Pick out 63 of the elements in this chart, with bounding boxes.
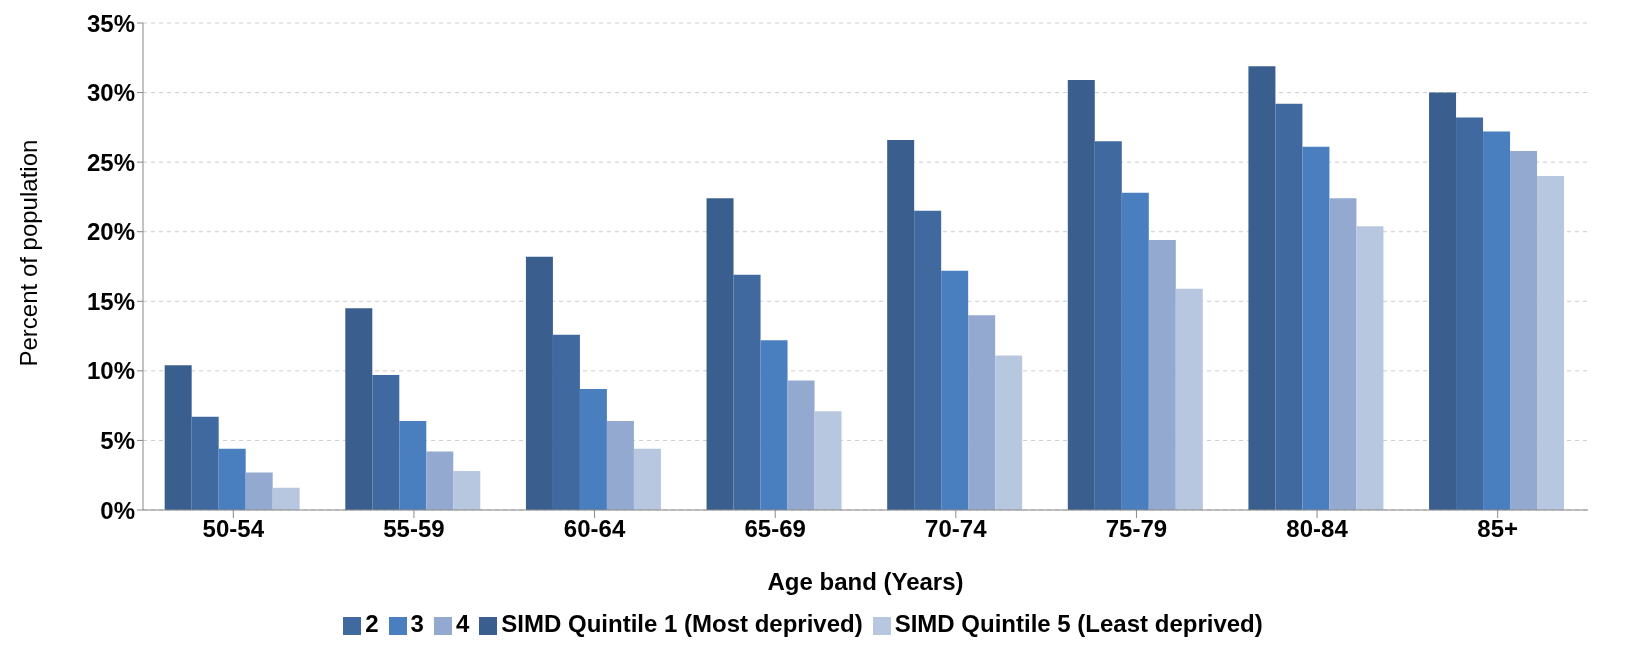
bar	[426, 451, 454, 510]
x-tick-label: 65-69	[744, 515, 806, 543]
bar	[787, 380, 815, 510]
y-tick-label: 5%	[100, 426, 135, 454]
bar	[887, 139, 915, 510]
bar	[1510, 151, 1538, 510]
bar	[941, 270, 969, 510]
y-tick-label: 20%	[86, 218, 135, 246]
bar	[760, 340, 788, 510]
bar	[995, 355, 1023, 510]
legend-label: 4	[455, 610, 470, 637]
bar	[706, 198, 734, 510]
legend-label: 2	[365, 610, 379, 637]
bar	[579, 388, 607, 510]
y-axis-title: Percent of population	[14, 139, 42, 367]
y-tick-label: 15%	[86, 287, 135, 315]
bar	[164, 365, 192, 510]
bar	[968, 315, 996, 510]
bar	[1429, 92, 1457, 510]
bar	[218, 448, 246, 510]
bar	[272, 487, 300, 510]
x-tick-label: 85+	[1477, 515, 1519, 543]
bar	[1356, 226, 1384, 510]
bar	[525, 256, 553, 510]
x-tick-label: 75-79	[1105, 515, 1168, 543]
bar	[245, 472, 273, 510]
bar	[1275, 103, 1303, 510]
x-tick-label: 55-59	[383, 515, 445, 543]
bar	[191, 416, 219, 510]
bar	[453, 471, 481, 510]
bar	[1329, 198, 1357, 510]
bar	[1483, 131, 1511, 510]
bar	[1302, 146, 1330, 510]
bar	[1094, 141, 1122, 510]
bar	[914, 210, 942, 510]
x-tick-label: 60-64	[563, 515, 626, 543]
bar	[552, 334, 580, 510]
x-tick-label: 70-74	[925, 515, 988, 543]
bar	[1175, 288, 1203, 510]
legend-label: 3	[410, 610, 424, 637]
y-tick-label: 35%	[86, 9, 135, 37]
y-tick-label: 25%	[86, 148, 135, 176]
bar	[814, 411, 842, 510]
x-axis-title: Age band (Years)	[767, 568, 964, 595]
bar	[1248, 66, 1276, 510]
bar	[1121, 192, 1149, 510]
bar	[399, 420, 427, 510]
bar	[372, 375, 400, 510]
y-tick-label: 10%	[86, 357, 135, 385]
bar	[633, 448, 661, 510]
bar	[606, 420, 634, 510]
y-tick-label: 30%	[86, 79, 135, 107]
x-tick-label: 50-54	[202, 515, 265, 543]
bar	[1148, 240, 1176, 510]
y-tick-label: 0%	[100, 496, 135, 524]
legend-label: SIMD Quintile 5 (Least deprived)	[894, 610, 1263, 637]
bar	[1456, 117, 1484, 510]
bar	[1067, 80, 1095, 510]
bar	[345, 308, 373, 510]
legend-label: SIMD Quintile 1 (Most deprived)	[501, 610, 863, 637]
x-tick-label: 80-84	[1286, 515, 1349, 543]
bar	[1537, 176, 1565, 510]
bar	[733, 274, 761, 510]
